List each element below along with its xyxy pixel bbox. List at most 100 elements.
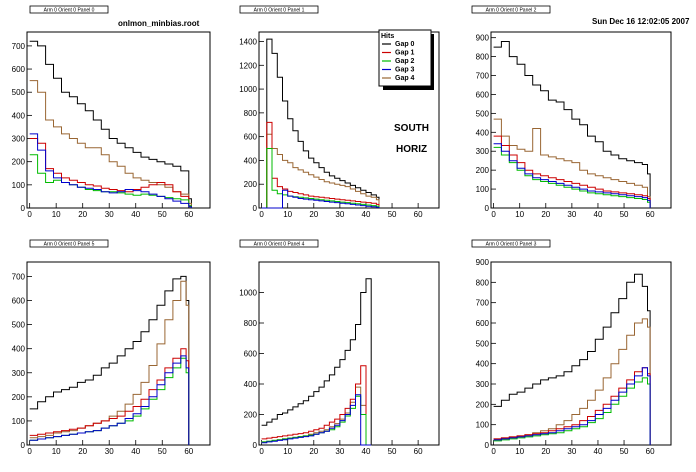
x-tick-label: 20 — [309, 447, 318, 456]
panel-0: Arm 0 Orient 0 Panel 00 10 20 30 40 50 6001002… — [12, 5, 211, 219]
y-tick-label: 600 — [244, 133, 258, 142]
x-tick-label: 30 — [105, 447, 114, 456]
legend-label: Gap 0 — [395, 41, 415, 48]
x-tick-label: 50 — [388, 447, 397, 456]
y-tick-label: 0 — [21, 204, 26, 213]
y-tick-label: 600 — [12, 65, 26, 74]
series-4-histogram — [493, 367, 651, 445]
y-tick-label: 500 — [476, 339, 490, 348]
y-tick-label: 600 — [476, 319, 490, 328]
x-tick-label: 30 — [105, 210, 114, 219]
series-3-histogram — [29, 154, 192, 208]
panel-title-box — [29, 239, 109, 248]
panel-3: Arm 0 Orient 0 Panel 50 10 20 30 40 50 6001002… — [12, 239, 211, 456]
series-4-histogram — [29, 133, 192, 208]
x-tick-label: 0 — [27, 447, 32, 456]
x-tick-label: 50 — [158, 210, 167, 219]
y-tick-label: 300 — [476, 147, 490, 156]
y-tick-label: 100 — [476, 185, 490, 194]
y-tick-label: 500 — [12, 88, 26, 97]
x-tick-label: 60 — [646, 447, 655, 456]
annotation-line2: HORIZ — [396, 144, 427, 155]
y-tick-label: 700 — [12, 42, 26, 51]
y-tick-label: 800 — [244, 109, 258, 118]
legend-label: Gap 3 — [395, 67, 415, 74]
series-1-histogram — [29, 80, 192, 208]
x-tick-label: 60 — [414, 447, 423, 456]
x-tick-label: 0 — [491, 210, 496, 219]
y-tick-label: 200 — [12, 393, 26, 402]
x-tick-label: 50 — [620, 210, 629, 219]
x-tick-label: 0 — [259, 447, 264, 456]
series-0-histogram — [261, 38, 380, 209]
y-tick-label: 400 — [476, 128, 490, 137]
x-tick-label: 30 — [335, 447, 344, 456]
y-tick-label: 600 — [476, 90, 490, 99]
series-1-histogram — [493, 118, 651, 208]
panel-title: Arm 0 Orient 0 Panel 2 — [486, 8, 537, 14]
plot-frame — [258, 31, 440, 209]
y-tick-label: 0 — [485, 441, 490, 450]
x-tick-label: 20 — [78, 447, 87, 456]
plot-frame — [26, 31, 211, 209]
series-0-histogram — [29, 40, 192, 208]
panel-title-box — [239, 239, 319, 248]
x-tick-label: 10 — [52, 447, 61, 456]
y-tick-label: 0 — [21, 441, 26, 450]
y-tick-label: 1000 — [239, 289, 257, 298]
y-tick-label: 400 — [244, 380, 258, 389]
x-tick-label: 20 — [78, 210, 87, 219]
panel-2: Arm 0 Orient 0 Panel 20 10 20 30 40 50 6001002… — [471, 5, 672, 219]
x-tick-label: 30 — [567, 210, 576, 219]
x-tick-label: 60 — [184, 447, 193, 456]
y-tick-label: 500 — [12, 321, 26, 330]
series-2-histogram — [493, 367, 651, 445]
legend-label: Gap 4 — [395, 75, 415, 82]
x-tick-label: 50 — [388, 210, 397, 219]
x-tick-label: 60 — [646, 210, 655, 219]
series-3-histogram — [261, 395, 372, 446]
date-header: Sun Dec 16 12:02:05 2007 — [592, 17, 690, 26]
legend-title: Hits — [381, 33, 394, 40]
y-tick-label: 400 — [12, 345, 26, 354]
y-tick-label: 100 — [476, 421, 490, 430]
series-4-histogram — [493, 143, 651, 208]
legend-label: Gap 2 — [395, 58, 415, 65]
x-tick-label: 0 — [259, 210, 264, 219]
series-1-histogram — [261, 133, 380, 209]
y-tick-label: 600 — [12, 297, 26, 306]
x-tick-label: 40 — [594, 447, 603, 456]
y-tick-label: 0 — [253, 204, 258, 213]
x-tick-label: 30 — [567, 447, 576, 456]
y-tick-label: 200 — [476, 166, 490, 175]
x-tick-label: 40 — [594, 210, 603, 219]
y-tick-label: 400 — [12, 111, 26, 120]
y-tick-label: 200 — [244, 180, 258, 189]
x-tick-label: 20 — [541, 447, 550, 456]
panel-title-box — [239, 5, 319, 14]
y-tick-label: 600 — [244, 350, 258, 359]
panel-title-box — [471, 239, 551, 248]
y-tick-label: 100 — [12, 181, 26, 190]
y-tick-label: 900 — [476, 258, 490, 267]
y-tick-label: 1200 — [239, 61, 257, 70]
y-tick-label: 1400 — [239, 38, 257, 47]
series-3-histogram — [493, 377, 651, 445]
y-tick-label: 0 — [253, 441, 258, 450]
plot-frame — [26, 261, 211, 446]
y-tick-label: 1000 — [239, 85, 257, 94]
series-0-histogram — [493, 41, 651, 208]
x-tick-label: 60 — [184, 210, 193, 219]
y-tick-label: 100 — [12, 417, 26, 426]
x-tick-label: 0 — [491, 447, 496, 456]
x-tick-label: 30 — [335, 210, 344, 219]
series-2-histogram — [493, 135, 651, 208]
x-tick-label: 20 — [541, 210, 550, 219]
series-0-histogram — [29, 275, 190, 445]
panel-title-box — [29, 5, 109, 14]
panel-5: Arm 0 Orient 0 Panel 30 10 20 30 40 50 6001002… — [471, 239, 672, 456]
plot-frame — [490, 261, 672, 446]
annotation-line1: SOUTH — [394, 123, 429, 134]
y-tick-label: 800 — [476, 53, 490, 62]
